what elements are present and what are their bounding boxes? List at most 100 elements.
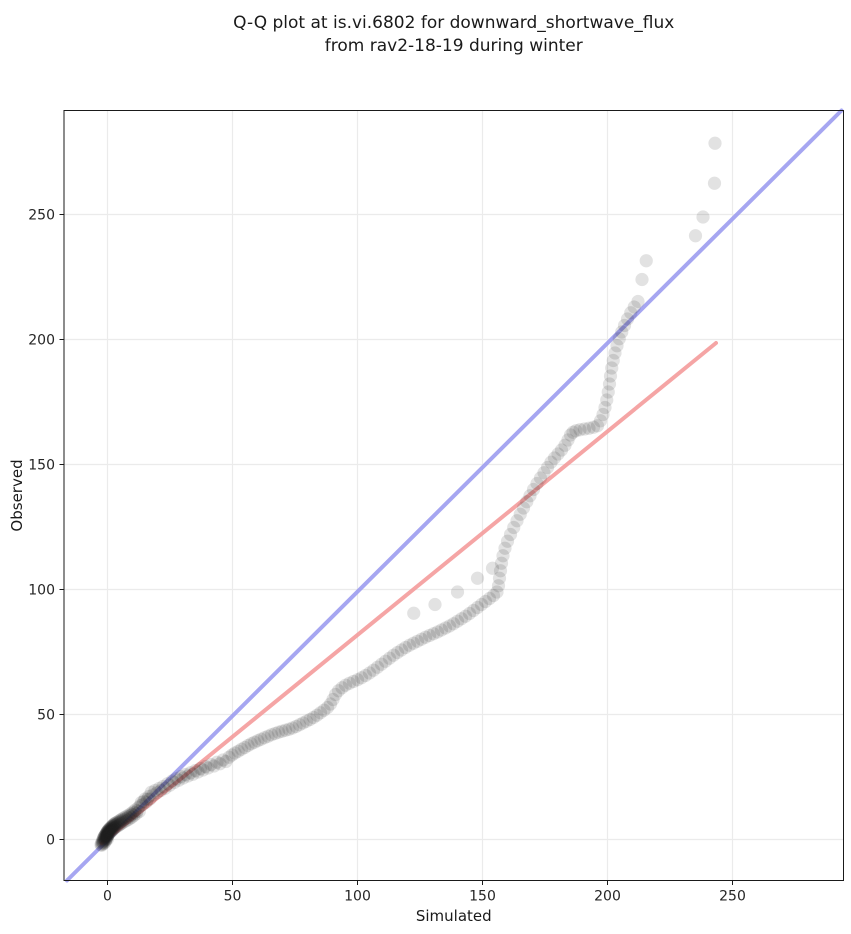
qq-point bbox=[167, 775, 181, 790]
qq-point bbox=[118, 812, 133, 826]
qq-point bbox=[99, 832, 113, 846]
qq-point bbox=[470, 600, 485, 615]
qq-point bbox=[338, 678, 353, 692]
qq-point bbox=[317, 703, 331, 717]
x-tick-label: 100 bbox=[344, 889, 371, 905]
qq-point bbox=[558, 438, 572, 452]
qq-point bbox=[101, 823, 115, 837]
x-axis-label: Simulated bbox=[416, 907, 492, 925]
qq-point bbox=[496, 549, 510, 563]
qq-point bbox=[106, 822, 121, 836]
qq-point bbox=[398, 640, 413, 655]
qq-point bbox=[577, 422, 592, 436]
qq-point bbox=[406, 636, 421, 650]
qq-point bbox=[101, 829, 115, 843]
qq-point bbox=[251, 734, 265, 748]
qq-point bbox=[140, 792, 155, 806]
qq-point bbox=[386, 648, 401, 662]
qq-point bbox=[107, 819, 121, 833]
qq-point bbox=[299, 714, 314, 728]
qq-point bbox=[102, 824, 116, 839]
qq-point bbox=[101, 828, 115, 842]
qq-point bbox=[130, 804, 144, 818]
qq-point bbox=[183, 766, 198, 780]
y-tick-label: 50 bbox=[37, 708, 55, 724]
qq-point bbox=[466, 603, 481, 618]
qq-point bbox=[328, 687, 343, 702]
qq-point bbox=[590, 419, 605, 433]
qq-point bbox=[342, 676, 357, 690]
qq-point bbox=[154, 783, 168, 798]
qq-point bbox=[601, 385, 615, 399]
qq-point bbox=[310, 708, 324, 722]
qq-point bbox=[103, 825, 118, 839]
qq-point bbox=[105, 821, 119, 835]
qq-point bbox=[523, 489, 537, 503]
qq-point bbox=[108, 818, 123, 832]
qq-point bbox=[382, 651, 397, 665]
qq-point bbox=[247, 735, 262, 749]
qq-point bbox=[201, 761, 215, 775]
qq-point bbox=[96, 834, 111, 848]
qq-point bbox=[95, 838, 109, 852]
qq-point bbox=[100, 825, 114, 839]
qq-point bbox=[110, 815, 125, 829]
qq-point bbox=[257, 731, 272, 745]
qq-point bbox=[271, 725, 286, 739]
qq-point bbox=[554, 443, 569, 457]
qq-point bbox=[102, 826, 116, 841]
qq-point bbox=[103, 823, 117, 837]
qq-point bbox=[533, 471, 548, 485]
qq-point bbox=[115, 816, 130, 830]
qq-point bbox=[165, 774, 179, 788]
qq-point bbox=[101, 826, 115, 840]
qq-point bbox=[143, 792, 157, 806]
qq-point bbox=[105, 819, 120, 833]
qq-point bbox=[593, 414, 608, 428]
qq-point bbox=[268, 726, 282, 741]
qq-point bbox=[635, 272, 649, 287]
qq-point bbox=[100, 824, 115, 839]
qq-point bbox=[120, 813, 134, 827]
qq-point bbox=[98, 835, 112, 849]
qq-point bbox=[282, 722, 296, 736]
qq-point bbox=[100, 827, 114, 842]
qq-point bbox=[627, 300, 641, 314]
qq-point bbox=[547, 451, 562, 465]
qq-point bbox=[152, 781, 166, 796]
qq-point bbox=[500, 534, 515, 548]
qq-point bbox=[540, 460, 555, 475]
qq-point bbox=[434, 623, 449, 637]
qq-point bbox=[103, 821, 117, 835]
qq-point bbox=[612, 332, 626, 346]
qq-point bbox=[526, 482, 541, 497]
qq-point bbox=[446, 617, 461, 631]
qq-point bbox=[99, 830, 113, 844]
tick-labels: 0 50 100 150 200 250 0 50 100 150 200 250 bbox=[28, 208, 746, 905]
qq-point bbox=[127, 806, 142, 820]
qq-point bbox=[374, 657, 389, 671]
qq-point bbox=[378, 654, 393, 668]
qq-point bbox=[95, 835, 109, 849]
x-tick-label: 150 bbox=[469, 889, 496, 905]
qq-point bbox=[362, 666, 377, 680]
qq-point bbox=[639, 254, 653, 268]
qq-point bbox=[104, 821, 119, 836]
qq-point bbox=[99, 827, 113, 841]
qq-point bbox=[606, 353, 620, 368]
identity-line bbox=[65, 108, 844, 883]
qq-point bbox=[128, 803, 142, 817]
qq-point bbox=[234, 742, 249, 756]
qq-point bbox=[331, 684, 346, 698]
qq-point bbox=[603, 369, 618, 383]
qq-point bbox=[109, 816, 123, 830]
qq-point bbox=[323, 697, 338, 711]
qq-point bbox=[551, 447, 565, 461]
qq-point bbox=[207, 759, 221, 773]
qq-point bbox=[119, 809, 133, 824]
qq-point bbox=[113, 813, 128, 827]
qq-point bbox=[462, 606, 477, 621]
qq-point bbox=[366, 663, 381, 677]
qq-point bbox=[358, 668, 373, 683]
